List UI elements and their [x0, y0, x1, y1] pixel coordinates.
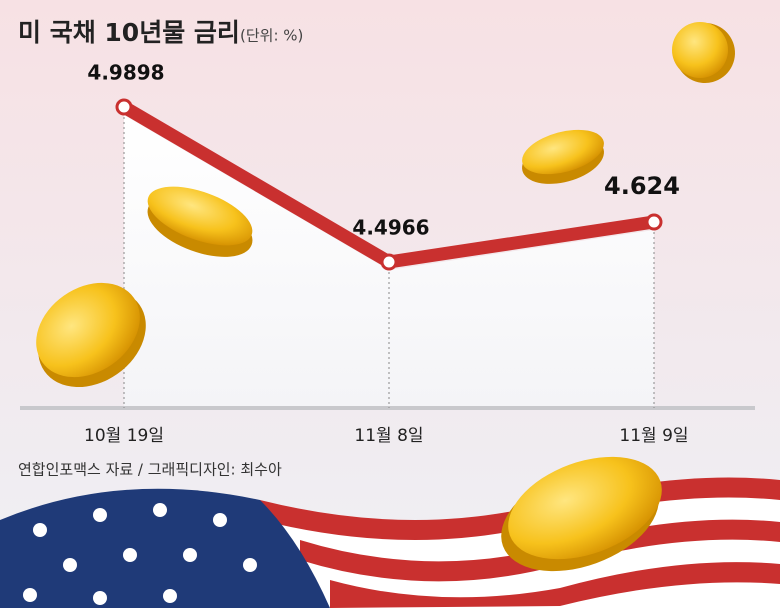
x-tick-label: 11월 8일 [354, 426, 423, 446]
point [115, 98, 133, 116]
value-label: 4.9898 [87, 61, 164, 85]
point [380, 253, 398, 271]
plot-area: 10월 19일 11월 8일 11월 9일 4.9898 4.4966 4.624 [20, 61, 755, 446]
point [645, 213, 663, 231]
unit-note: (단위: %) [240, 27, 303, 45]
value-label: 4.624 [604, 172, 680, 200]
value-label: 4.4966 [352, 216, 429, 240]
x-tick-label: 10월 19일 [84, 426, 164, 446]
area-shade [124, 115, 654, 408]
flag-decoration [0, 456, 780, 608]
x-tick-label: 11월 9일 [619, 426, 688, 446]
source-note: 연합인포맥스 자료 / 그래픽디자인: 최수아 [18, 461, 282, 479]
chart-title: 미 국채 10년물 금리 [18, 18, 240, 47]
decoration [36, 22, 735, 388]
